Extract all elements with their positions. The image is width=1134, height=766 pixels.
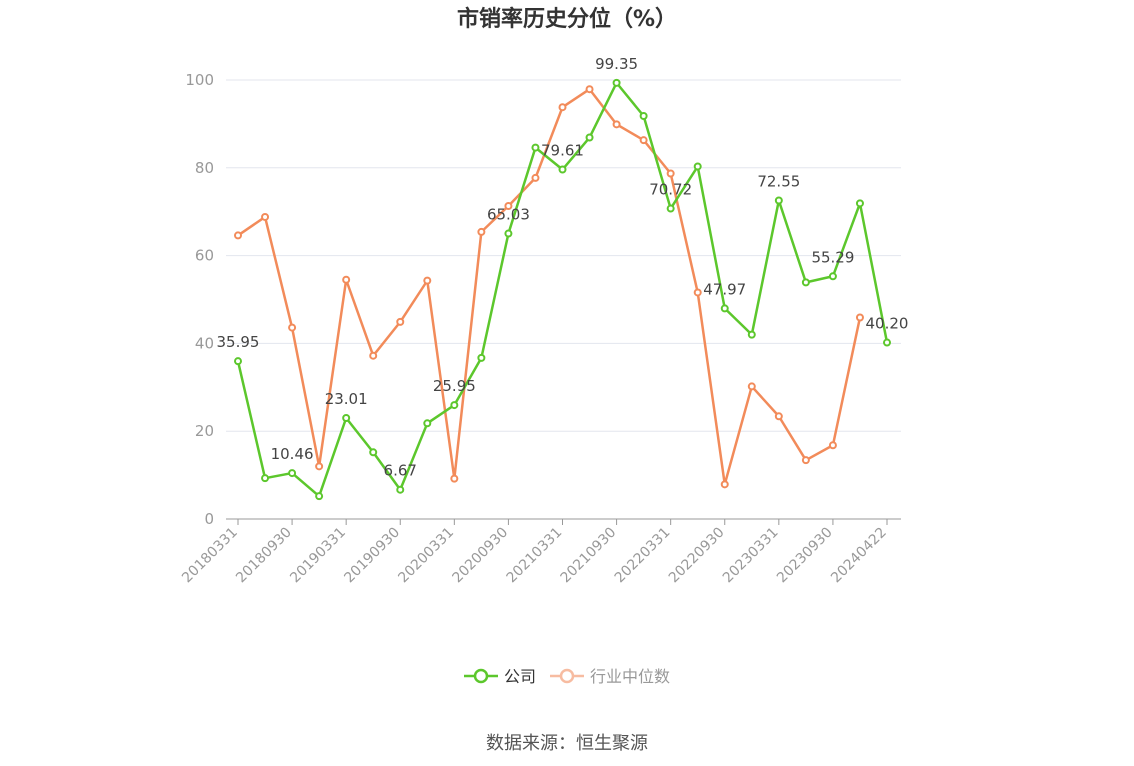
data-point-company bbox=[720, 304, 729, 313]
x-tick-label: 20230930 bbox=[774, 525, 836, 587]
legend-label: 行业中位数 bbox=[590, 667, 670, 686]
data-label: 65.03 bbox=[487, 206, 530, 224]
data-point-company bbox=[396, 485, 405, 494]
data-point-company bbox=[288, 469, 297, 478]
data-point-industry bbox=[801, 456, 810, 465]
data-label: 72.55 bbox=[757, 173, 800, 191]
data-point-industry bbox=[315, 462, 324, 471]
data-point-industry bbox=[477, 227, 486, 236]
data-point-company bbox=[612, 78, 621, 87]
x-tick-label: 20190930 bbox=[341, 525, 403, 587]
y-tick-label: 60 bbox=[195, 247, 214, 265]
data-label: 10.46 bbox=[271, 445, 314, 463]
y-tick-label: 100 bbox=[185, 71, 214, 89]
data-point-company bbox=[477, 353, 486, 362]
data-label: 79.61 bbox=[541, 142, 584, 160]
y-tick-label: 80 bbox=[195, 159, 214, 177]
data-point-company bbox=[504, 229, 513, 238]
data-label: 40.20 bbox=[866, 315, 909, 333]
data-label: 55.29 bbox=[811, 248, 854, 266]
data-point-industry bbox=[828, 441, 837, 450]
y-tick-label: 20 bbox=[195, 422, 214, 440]
y-tick-label: 0 bbox=[204, 510, 214, 528]
x-tick-label: 20220331 bbox=[612, 525, 674, 587]
data-point-industry bbox=[747, 382, 756, 391]
x-tick-label: 20210331 bbox=[504, 525, 566, 587]
data-label: 47.97 bbox=[703, 280, 746, 298]
data-point-industry bbox=[693, 288, 702, 297]
data-point-company bbox=[585, 133, 594, 142]
legend-swatch-marker bbox=[559, 668, 575, 684]
data-point-company bbox=[747, 330, 756, 339]
data-label: 70.72 bbox=[649, 181, 692, 199]
data-point-company bbox=[450, 401, 459, 410]
y-tick-label: 40 bbox=[195, 334, 214, 352]
legend-swatch-marker bbox=[473, 668, 489, 684]
data-point-industry bbox=[531, 173, 540, 182]
data-label: 25.95 bbox=[433, 377, 476, 395]
x-tick-label: 20240422 bbox=[828, 525, 890, 587]
data-label: 6.67 bbox=[384, 462, 417, 480]
x-tick-label: 20180930 bbox=[233, 525, 295, 587]
data-point-industry bbox=[720, 480, 729, 489]
data-point-company bbox=[774, 196, 783, 205]
x-tick-label: 20230331 bbox=[720, 525, 782, 587]
data-point-industry bbox=[423, 276, 432, 285]
data-point-industry bbox=[261, 212, 270, 221]
data-point-company bbox=[342, 413, 351, 422]
data-point-industry bbox=[612, 120, 621, 129]
data-label: 35.95 bbox=[217, 333, 260, 351]
data-point-industry bbox=[342, 275, 351, 284]
series-line-industry bbox=[237, 87, 862, 486]
data-point-company bbox=[693, 162, 702, 171]
data-point-company bbox=[801, 278, 810, 287]
data-label: 99.35 bbox=[595, 55, 638, 73]
data-point-industry bbox=[585, 85, 594, 94]
data-point-company bbox=[315, 492, 324, 501]
data-point-industry bbox=[288, 323, 297, 332]
data-point-company bbox=[234, 357, 242, 366]
legend-label: 公司 bbox=[504, 667, 536, 686]
data-point-company bbox=[855, 199, 864, 208]
data-point-company bbox=[369, 448, 378, 457]
x-tick-label: 20220930 bbox=[666, 525, 728, 587]
data-point-company bbox=[883, 338, 891, 347]
x-tick-label: 20210930 bbox=[558, 525, 620, 587]
x-tick-label: 20180331 bbox=[179, 525, 241, 587]
x-tick-label: 20200331 bbox=[395, 525, 457, 587]
data-point-company bbox=[531, 143, 540, 152]
data-source-note: 数据来源：恒生聚源 bbox=[486, 733, 648, 754]
data-point-industry bbox=[450, 474, 459, 483]
data-point-company bbox=[666, 204, 675, 213]
data-point-industry bbox=[558, 103, 567, 112]
data-point-industry bbox=[666, 169, 675, 178]
data-point-company bbox=[261, 474, 270, 483]
data-label: 23.01 bbox=[325, 390, 368, 408]
data-point-company bbox=[639, 111, 648, 120]
data-point-company bbox=[423, 419, 432, 428]
data-point-industry bbox=[369, 351, 378, 360]
data-point-company bbox=[828, 272, 837, 281]
data-point-industry bbox=[639, 136, 648, 145]
data-point-industry bbox=[504, 201, 513, 210]
data-point-industry bbox=[234, 231, 242, 240]
data-point-industry bbox=[774, 412, 783, 421]
data-point-company bbox=[558, 165, 567, 174]
x-tick-label: 20190331 bbox=[287, 525, 349, 587]
data-point-industry bbox=[396, 317, 405, 326]
chart-title: 市销率历史分位（%） bbox=[457, 6, 677, 32]
x-tick-label: 20200930 bbox=[450, 525, 512, 587]
data-point-industry bbox=[855, 313, 864, 322]
